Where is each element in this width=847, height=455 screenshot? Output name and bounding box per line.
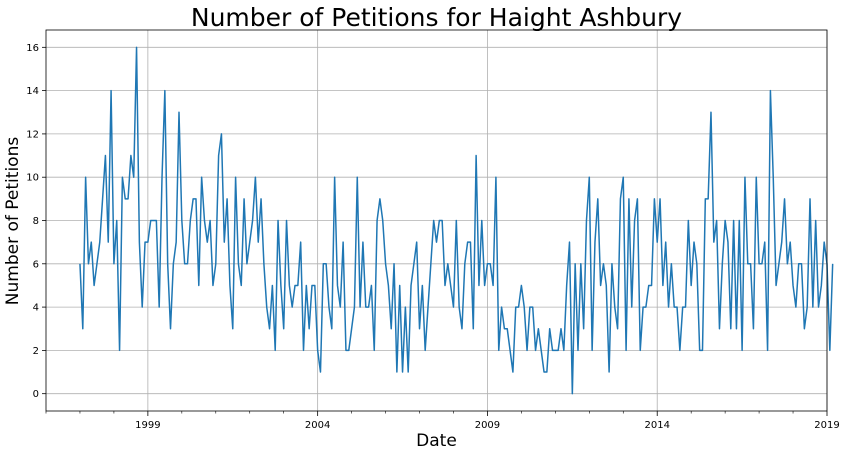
y-tick-label: 4 [33, 303, 39, 314]
series-line [79, 46, 834, 395]
x-tick-label: 1999 [135, 420, 160, 431]
x-tick-label: 2019 [814, 420, 839, 431]
x-tick-label: 2009 [475, 420, 500, 431]
y-tick-label: 14 [26, 86, 39, 97]
y-tick-label: 2 [33, 346, 39, 357]
y-tick-label: 16 [26, 43, 39, 54]
series-layer [79, 46, 834, 395]
grid-layer [46, 30, 828, 411]
y-tick-label: 8 [33, 216, 39, 227]
y-axis-label: Number of Petitions [3, 137, 23, 306]
y-tick-label: 10 [26, 173, 39, 184]
y-tick-label: 6 [33, 259, 39, 270]
tick-layer: 0 2 4 6 8 10 12 14 16 1999 2004 2009 2014 2019 [26, 43, 839, 431]
x-axis-label: Date [416, 431, 457, 451]
x-tick-label: 2004 [305, 420, 330, 431]
chart-title: Number of Petitions for Haight Ashbury [191, 3, 682, 32]
x-tick-label: 2014 [644, 420, 669, 431]
y-tick-label: 0 [33, 389, 39, 400]
y-tick-label: 12 [26, 129, 39, 140]
